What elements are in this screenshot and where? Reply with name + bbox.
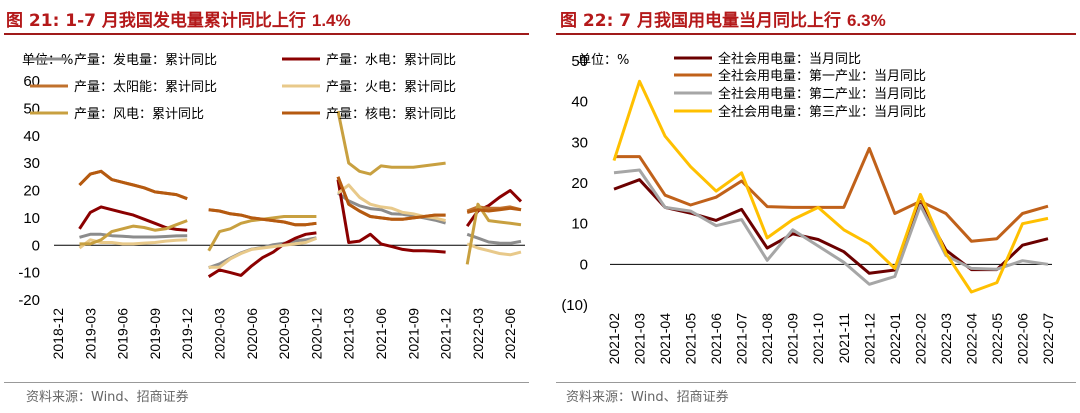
- chart2-ytick-label: 30: [571, 134, 588, 151]
- figure2-title-rule: [556, 33, 1076, 35]
- chart1-legend-label: 产量：火电：累计同比: [326, 80, 456, 95]
- chart2-series-全社会用电量-第三产业-当月同比: [612, 79, 1049, 294]
- chart2-xtick-label: 2021-11: [836, 313, 852, 364]
- chart1-ytick-label: -10: [18, 265, 40, 282]
- chart2-ytick-label: 10: [571, 216, 588, 233]
- figure2-title-prefix: 图 22:: [560, 11, 620, 31]
- chart2-xtick-label: 2021-09: [785, 313, 801, 365]
- chart1-xtick-label: 2020-12: [308, 308, 324, 360]
- chart2-legend-label: 全社会用电量：第一产业：当月同比: [718, 68, 926, 84]
- chart2-xtick-label: 2021-06: [708, 313, 724, 365]
- chart1-ytick-label: -20: [18, 292, 40, 309]
- chart2-xtick-label: 2021-05: [683, 313, 699, 365]
- chart1-xtick-label: 2019-03: [82, 308, 98, 360]
- chart2-xtick-label: 2022-02: [912, 313, 928, 365]
- figure1-title-main: 1-7 月我国发电量累计同比上行: [65, 11, 312, 31]
- chart1-ytick-label: 40: [23, 128, 40, 145]
- chart2-xtick-label: 2022-01: [887, 313, 903, 365]
- chart2-ytick-label: (10): [561, 297, 588, 314]
- chart1-series-产量-发电量-累计同比: [79, 191, 522, 270]
- chart1-legend-label: 产量：水电：累计同比: [326, 53, 456, 68]
- chart1-legend-label: 产量：太阳能：累计同比: [74, 80, 217, 95]
- electricity-consumption-chart: (10) 0 10 20 30 40 50 2021-02 2021-03 2021-04 2021…: [561, 51, 1056, 365]
- figure1-title: 图 21: 1-7 月我国发电量累计同比上行 1.4%: [6, 6, 351, 31]
- chart1-xtick-label: 2019-09: [147, 308, 163, 360]
- chart1-ytick-label: 10: [23, 210, 40, 227]
- chart2-legend-label: 全社会用电量：当月同比: [718, 51, 861, 67]
- figure2-source: 资料来源：Wind、招商证券: [566, 390, 729, 405]
- chart1-series-产量-火电-累计同比: [78, 183, 522, 269]
- chart2-xtick-label: 2021-03: [632, 313, 648, 365]
- chart1-ytick-label: 50: [23, 100, 40, 117]
- figure1-title-value: 1.4%: [311, 11, 351, 30]
- chart1-ytick-label: 20: [23, 183, 40, 200]
- chart2-legend-label: 全社会用电量：第三产业：当月同比: [718, 104, 926, 120]
- chart1-xtick-label: 2019-12: [179, 308, 195, 360]
- figure2-title-main: 7 月我国用电量当月同比上行: [619, 11, 847, 31]
- figure2-title: 图 22: 7 月我国用电量当月同比上行 6.3%: [560, 6, 886, 31]
- chart1-xtick-label: 2020-06: [244, 308, 260, 360]
- chart1-xtick-label: 2021-03: [341, 308, 357, 360]
- chart2-series-全社会用电量-当月同比: [613, 178, 1049, 275]
- chart2-xtick-label: 2021-08: [759, 313, 775, 365]
- chart1-xtick-label: 2021-12: [438, 308, 454, 360]
- chart2-xtick-label: 2021-04: [657, 313, 673, 365]
- chart1-legend-label: 产量：发电量：累计同比: [74, 52, 217, 68]
- chart2-legend-label: 全社会用电量：第二产业：当月同比: [718, 86, 926, 102]
- chart1-xtick-label: 2020-03: [212, 308, 228, 360]
- chart1-ytick-label: 0: [32, 237, 40, 254]
- chart1-legend-label: 产量：风电：累计同比: [74, 107, 204, 122]
- figure2-title-value: 6.3%: [846, 11, 886, 30]
- chart2-xtick-label: 2021-07: [734, 313, 750, 365]
- chart1-xtick-label: 2020-09: [276, 308, 292, 360]
- chart1-legend-label: 产量：核电：累计同比: [326, 107, 456, 122]
- chart1-xtick-label: 2022-03: [470, 308, 486, 360]
- chart2-xtick-label: 2021-10: [810, 313, 826, 365]
- chart1-xtick-label: 2021-06: [373, 308, 389, 360]
- chart1-series-产量-水电-累计同比: [78, 179, 523, 278]
- chart2-series-全社会用电量-第一产业-当月同比: [614, 146, 1049, 243]
- chart2-xtick-label: 2022-05: [989, 313, 1005, 365]
- chart2-ytick-label: 0: [580, 256, 588, 273]
- chart1-ytick-label: 30: [23, 155, 40, 172]
- chart2-ytick-label: 40: [571, 94, 588, 111]
- chart1-xtick-label: 2019-06: [115, 308, 131, 360]
- chart2-series-全社会用电量-第二产业-当月同比: [613, 168, 1049, 286]
- figure1-title-rule: [4, 33, 529, 35]
- chart2-ytick-label: 50: [571, 53, 588, 70]
- figure2-bottom-rule: [556, 382, 1076, 383]
- chart2-xtick-label: 2022-07: [1040, 313, 1056, 365]
- chart1-xtick-label: 2021-09: [405, 308, 421, 360]
- chart1-series-产量-核电-累计同比: [78, 169, 522, 227]
- chart2-xtick-label: 2022-06: [1014, 313, 1030, 365]
- figure1-source: 资料来源：Wind、招商证券: [26, 390, 189, 405]
- chart2-xtick-label: 2022-03: [938, 313, 954, 365]
- chart2-xtick-label: 2022-04: [963, 313, 979, 365]
- figure1-title-prefix: 图 21:: [6, 11, 66, 31]
- chart1-xtick-label: 2022-06: [502, 308, 518, 360]
- chart2-xtick-label: 2021-02: [606, 313, 622, 365]
- chart1-xtick-label: 2018-12: [50, 308, 66, 360]
- chart2-xtick-label: 2021-12: [861, 313, 877, 365]
- chart2-ytick-label: 20: [571, 175, 588, 192]
- chart2-unit-label: 单位：%: [578, 53, 629, 68]
- figure1-bottom-rule: [4, 382, 529, 383]
